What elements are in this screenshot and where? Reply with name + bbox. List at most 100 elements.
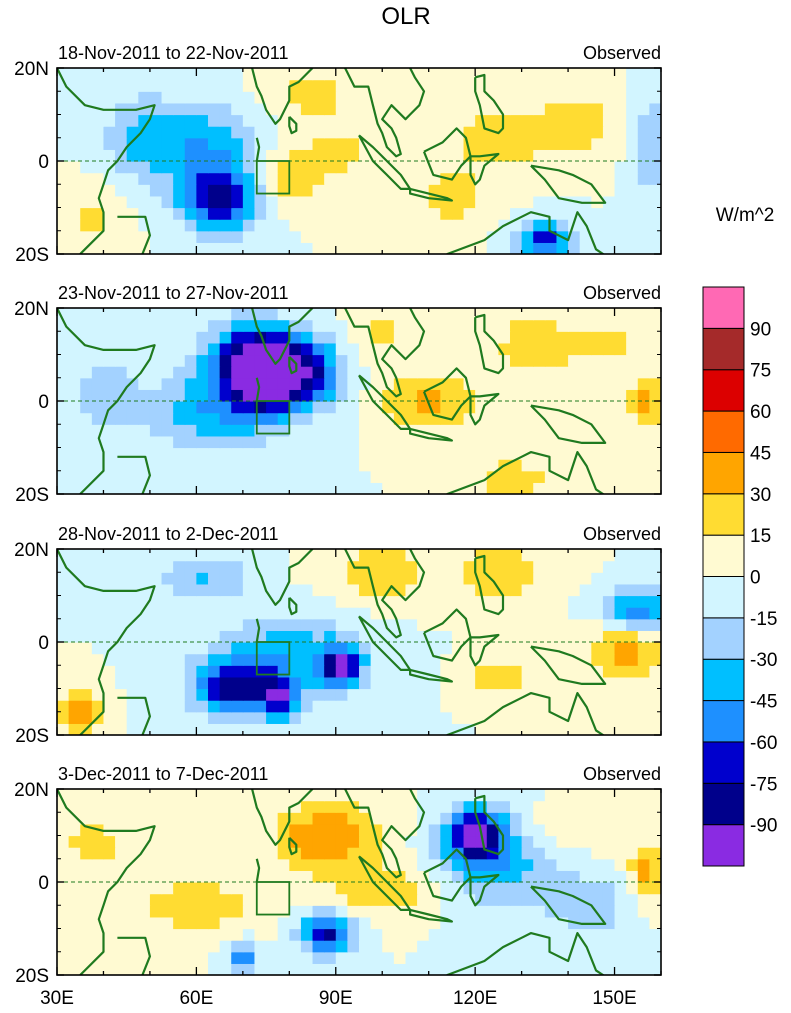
heatmap-cell bbox=[266, 230, 279, 243]
colorbar-swatch bbox=[702, 286, 745, 329]
coastline bbox=[117, 696, 151, 735]
heatmap-cell bbox=[568, 847, 581, 860]
heatmap-cell bbox=[300, 940, 314, 953]
heatmap-cell bbox=[242, 137, 256, 150]
heatmap-cell bbox=[91, 207, 105, 220]
heatmap-cell bbox=[277, 482, 290, 494]
heatmap-cell bbox=[335, 377, 348, 390]
chart-title: OLR bbox=[381, 3, 430, 30]
heatmap-cell bbox=[498, 377, 511, 390]
heatmap-cell bbox=[173, 847, 186, 860]
coastline bbox=[446, 211, 606, 254]
heatmap-cell bbox=[475, 700, 488, 713]
heatmap-cell bbox=[196, 447, 209, 460]
heatmap-cell bbox=[649, 366, 661, 379]
heatmap-cell bbox=[242, 723, 256, 735]
heatmap-cell bbox=[359, 665, 372, 678]
heatmap-cell bbox=[405, 366, 418, 379]
heatmap-cell bbox=[568, 823, 581, 837]
heatmap-cell bbox=[498, 389, 511, 402]
heatmap-cell bbox=[405, 642, 418, 655]
heatmap-cell bbox=[242, 319, 256, 332]
heatmap-cell bbox=[463, 172, 476, 185]
heatmap-cell bbox=[277, 630, 290, 643]
heatmap-cell bbox=[510, 172, 523, 185]
heatmap-cell bbox=[393, 963, 407, 975]
heatmap-cell bbox=[591, 893, 604, 906]
heatmap-cell bbox=[440, 905, 453, 918]
heatmap-cell bbox=[266, 700, 279, 713]
heatmap-cell bbox=[242, 435, 256, 449]
heatmap-cell bbox=[312, 435, 325, 449]
heatmap-cell bbox=[57, 700, 70, 713]
heatmap-cell bbox=[382, 549, 395, 562]
heatmap-cell bbox=[161, 389, 174, 402]
heatmap-cell bbox=[486, 642, 499, 655]
heatmap-cell bbox=[126, 172, 139, 185]
heatmap-cell bbox=[486, 230, 499, 243]
heatmap-cell bbox=[649, 184, 661, 197]
heatmap-cell bbox=[138, 607, 151, 620]
heatmap-cell bbox=[126, 800, 139, 813]
heatmap-cell bbox=[231, 858, 244, 871]
heatmap-cell bbox=[115, 219, 128, 232]
heatmap-cell bbox=[591, 870, 604, 883]
heatmap-cell bbox=[312, 207, 325, 220]
heatmap-cell bbox=[602, 149, 616, 162]
heatmap-cell bbox=[289, 377, 302, 390]
heatmap-cell bbox=[231, 424, 244, 437]
heatmap-cell bbox=[510, 68, 523, 81]
heatmap-cell bbox=[614, 126, 627, 139]
heatmap-cell bbox=[544, 870, 558, 883]
heatmap-cell bbox=[80, 789, 93, 802]
heatmap-cell bbox=[347, 195, 360, 209]
heatmap-cell bbox=[440, 161, 453, 174]
heatmap-cell bbox=[370, 572, 383, 585]
heatmap-cell bbox=[91, 870, 105, 883]
heatmap-cell bbox=[382, 723, 395, 735]
heatmap-cell bbox=[498, 401, 511, 414]
heatmap-cell bbox=[80, 331, 93, 344]
heatmap-cell bbox=[591, 114, 604, 127]
heatmap-cell bbox=[57, 789, 70, 802]
heatmap-cell bbox=[533, 676, 546, 690]
heatmap-cell bbox=[208, 412, 221, 425]
heatmap-cell bbox=[196, 665, 209, 678]
heatmap-cell bbox=[312, 835, 325, 848]
heatmap-cell bbox=[556, 377, 569, 390]
heatmap-cell bbox=[138, 916, 151, 930]
heatmap-cell bbox=[417, 354, 430, 367]
heatmap-cell bbox=[440, 789, 453, 802]
heatmap-cell bbox=[196, 870, 209, 883]
heatmap-cell bbox=[649, 642, 661, 655]
heatmap-cell bbox=[289, 905, 302, 918]
heatmap-cell bbox=[80, 928, 93, 941]
heatmap-cell bbox=[161, 137, 174, 150]
heatmap-cell bbox=[161, 560, 174, 573]
heatmap-cell bbox=[57, 172, 70, 185]
heatmap-cell bbox=[184, 219, 197, 232]
heatmap-cell bbox=[161, 882, 174, 895]
heatmap-cell bbox=[289, 195, 302, 209]
coastline bbox=[409, 187, 453, 202]
heatmap-cell bbox=[335, 91, 348, 104]
heatmap-cell bbox=[277, 230, 290, 243]
heatmap-cell bbox=[196, 91, 209, 104]
heatmap-cell bbox=[370, 700, 383, 713]
heatmap-cell bbox=[266, 331, 279, 344]
heatmap-cell bbox=[602, 482, 616, 494]
heatmap-cell bbox=[242, 963, 256, 975]
heatmap-cell bbox=[405, 963, 418, 975]
heatmap-cell bbox=[428, 940, 441, 953]
heatmap-cell bbox=[440, 700, 453, 713]
colorbar-label: -15 bbox=[750, 609, 777, 630]
heatmap-cell bbox=[208, 676, 221, 690]
heatmap-cell bbox=[382, 928, 395, 941]
heatmap-cell bbox=[161, 676, 174, 690]
heatmap-cell bbox=[626, 858, 639, 871]
heatmap-cell bbox=[80, 401, 93, 414]
heatmap-cell bbox=[161, 940, 174, 953]
heatmap-cell bbox=[57, 583, 70, 597]
heatmap-cell bbox=[300, 470, 314, 483]
coastline bbox=[409, 908, 453, 923]
